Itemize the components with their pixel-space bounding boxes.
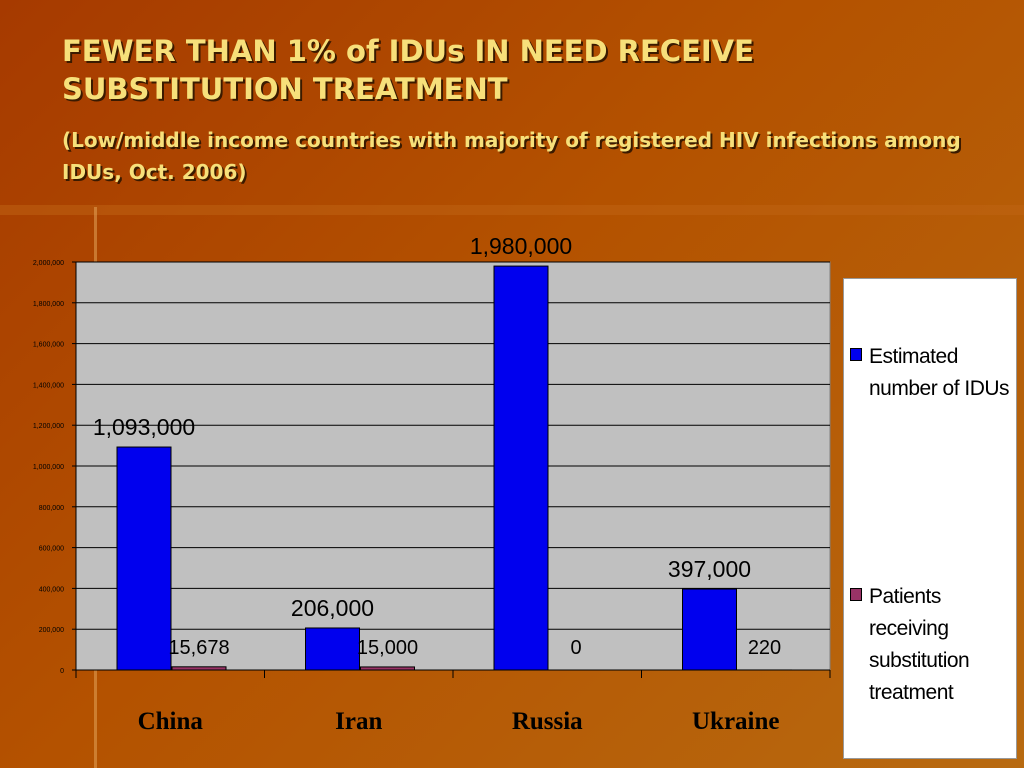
- decorative-band: [0, 205, 1024, 215]
- x-category-label: China: [138, 708, 204, 735]
- y-tick-label: 200,000: [39, 627, 64, 634]
- y-tick-label: 1,000,000: [33, 464, 64, 471]
- data-label-china-series-2: 15,678: [168, 637, 229, 659]
- y-tick-label: 0: [60, 668, 64, 675]
- slide-title: FEWER THAN 1% of IDUs IN NEED RECEIVE SU…: [62, 34, 754, 106]
- bar-ukraine-series-1: [682, 588, 737, 671]
- chart-legend: Estimated number of IDUs Patients receiv…: [843, 278, 1017, 759]
- data-label-russia-series-2: 0: [570, 637, 581, 659]
- data-label-iran-series-1: 206,000: [291, 595, 374, 621]
- y-tick-label: 400,000: [39, 586, 64, 593]
- bar-china-series-2: [171, 666, 227, 671]
- data-label-iran-series-2: 15,000: [357, 637, 418, 659]
- legend-item-treatment: Patients receiving substitution treatmen…: [850, 581, 1019, 709]
- x-category-label: Russia: [512, 708, 583, 735]
- y-tick-label: 1,200,000: [33, 423, 64, 430]
- data-label-china-series-1: 1,093,000: [93, 414, 195, 440]
- x-category-label: Iran: [335, 708, 382, 735]
- data-label-ukraine-series-2: 220: [748, 637, 781, 659]
- legend-label-treatment: Patients receiving substitution treatmen…: [869, 585, 970, 704]
- bar-china-series-1: [116, 446, 172, 671]
- bar-iran-series-1: [305, 627, 360, 671]
- data-label-ukraine-series-1: 397,000: [668, 556, 751, 582]
- legend-item-idus: Estimated number of IDUs: [850, 341, 1019, 405]
- bar-russia-series-1: [493, 265, 549, 671]
- x-category-label: Ukraine: [692, 708, 780, 735]
- y-tick-label: 2,000,000: [33, 260, 64, 267]
- legend-label-idus: Estimated number of IDUs: [869, 345, 1010, 400]
- slide-subtitle: (Low/middle income countries with majori…: [62, 128, 961, 184]
- y-tick-label: 1,400,000: [33, 382, 64, 389]
- bar-iran-series-2: [360, 666, 415, 671]
- y-tick-label: 1,600,000: [33, 342, 64, 349]
- data-label-russia-series-1: 1,980,000: [470, 233, 572, 259]
- legend-swatch-treatment: [850, 588, 862, 601]
- y-tick-label: 1,800,000: [33, 301, 64, 308]
- y-tick-label: 800,000: [39, 505, 64, 512]
- y-tick-label: 600,000: [39, 546, 64, 553]
- legend-swatch-idus: [850, 348, 862, 361]
